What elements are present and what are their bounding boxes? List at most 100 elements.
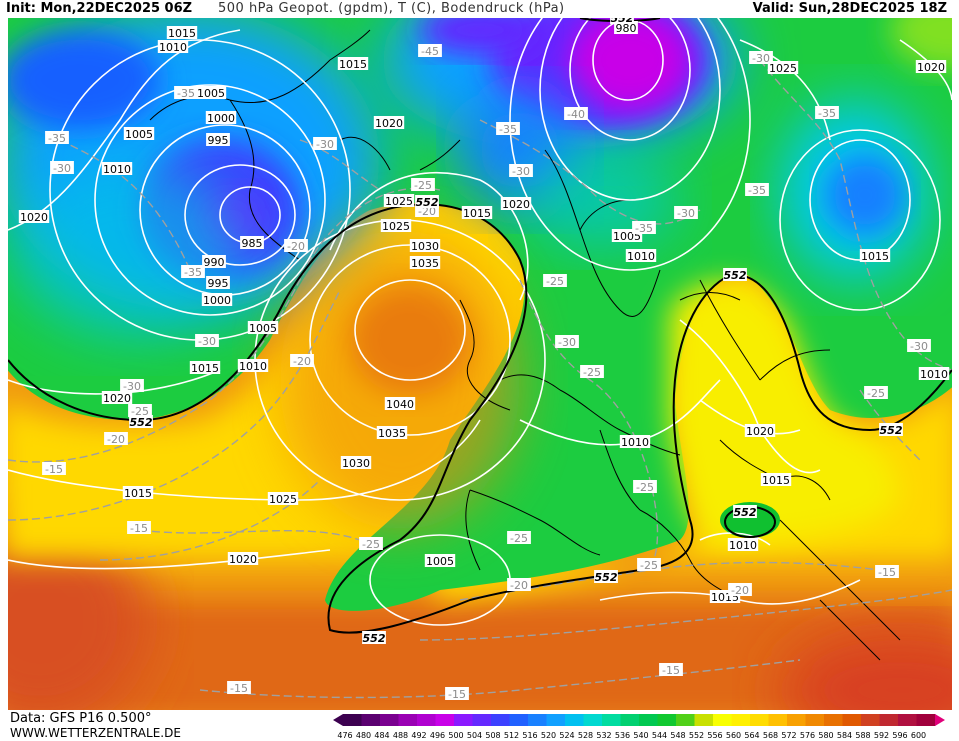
temperature-label-text: -15 bbox=[448, 688, 466, 701]
legend-swatch bbox=[916, 714, 936, 726]
temperature-label: -15 bbox=[445, 687, 469, 701]
isobar-label-text: 1010 bbox=[159, 41, 187, 54]
isobar-label-text: 1005 bbox=[249, 322, 277, 335]
isobar-label: 1020 bbox=[101, 391, 133, 405]
temperature-label: -30 bbox=[50, 161, 74, 175]
temperature-label-text: -25 bbox=[414, 179, 432, 192]
temperature-label-text: -35 bbox=[184, 266, 202, 279]
isobar-label: 1020 bbox=[227, 552, 259, 566]
temperature-label-text: -30 bbox=[123, 380, 141, 393]
temperature-label: -30 bbox=[313, 137, 337, 151]
temperature-label-text: -30 bbox=[316, 138, 334, 151]
legend-tick-label: 512 bbox=[504, 731, 519, 740]
legend-tick-label: 480 bbox=[356, 731, 371, 740]
legend-swatch bbox=[565, 714, 584, 726]
temperature-label: -35 bbox=[745, 183, 769, 197]
temperature-label: -25 bbox=[543, 274, 567, 288]
isobar-label: 1025 bbox=[767, 61, 799, 75]
legend-tick-label: 576 bbox=[800, 731, 815, 740]
isobar-label: 1005 bbox=[424, 554, 456, 568]
isobar-label-text: 990 bbox=[204, 256, 225, 269]
temperature-label: -30 bbox=[120, 379, 144, 393]
isobar-label: 1020 bbox=[18, 210, 50, 224]
legend-tick-label: 532 bbox=[596, 731, 611, 740]
map-title: 500 hPa Geopot. (gpdm), T (C), Bodendruc… bbox=[218, 1, 565, 16]
temperature-label-text: -25 bbox=[362, 538, 380, 551]
temperature-label-text: -15 bbox=[878, 566, 896, 579]
geopotential-label: 552 bbox=[879, 423, 903, 437]
legend-ticks: 476 480 484 488 492 496 500 504 508 512 516 520 524 5… bbox=[337, 731, 926, 740]
temperature-label-text: -30 bbox=[558, 336, 576, 349]
isobar-label: 1030 bbox=[409, 239, 441, 253]
isobar-label: 1010 bbox=[619, 435, 651, 449]
temperature-labels: -45 -35 -35 -30 -30 -35 -40 -30 -30 -35 -35 -30 -35 -… bbox=[42, 44, 931, 701]
legend-tick-label: 504 bbox=[467, 731, 482, 740]
temperature-label-text: -35 bbox=[635, 222, 653, 235]
temperature-label-text: -20 bbox=[293, 355, 311, 368]
isobar-label: 1020 bbox=[500, 197, 532, 211]
geopotential-label-text: 552 bbox=[416, 196, 439, 209]
legend-tick-label: 496 bbox=[430, 731, 445, 740]
temperature-label: -20 bbox=[104, 432, 128, 446]
isobar-label-text: 995 bbox=[208, 277, 229, 290]
isobar-label-text: 980 bbox=[616, 22, 637, 35]
isobar-label-text: 1000 bbox=[207, 112, 235, 125]
isobar-label: 1005 bbox=[195, 86, 227, 100]
geopotential-label-text: 552 bbox=[734, 506, 757, 519]
legend-swatch bbox=[380, 714, 399, 726]
isobar-label: 1010 bbox=[625, 249, 657, 263]
legend-tick-label: 596 bbox=[892, 731, 907, 740]
legend-arrow-left bbox=[333, 714, 343, 726]
temperature-label-text: -25 bbox=[510, 532, 528, 545]
geopotential-label-text: 552 bbox=[595, 571, 618, 584]
isobar-label: 1015 bbox=[122, 486, 154, 500]
temperature-label: -20 bbox=[290, 354, 314, 368]
temperature-label-text: -15 bbox=[230, 682, 248, 695]
init-time: Init: Mon,22DEC2025 06Z bbox=[6, 1, 193, 16]
temperature-label-text: -25 bbox=[636, 481, 654, 494]
isobar-label: 1020 bbox=[744, 424, 776, 438]
isobar-label: 1030 bbox=[340, 456, 372, 470]
legend-swatch bbox=[657, 714, 677, 726]
isobar-label: 1010 bbox=[918, 367, 950, 381]
isobar-label-text: 1025 bbox=[269, 493, 297, 506]
isobar-label-text: 1015 bbox=[463, 207, 491, 220]
isobar-label: 1015 bbox=[461, 206, 493, 220]
legend-swatch bbox=[343, 714, 362, 726]
isobar-label: 1020 bbox=[373, 116, 405, 130]
map-header: Init: Mon,22DEC2025 06Z 500 hPa Geopot. … bbox=[0, 0, 959, 18]
temperature-label: -20 bbox=[728, 583, 752, 597]
temperature-label: -25 bbox=[637, 558, 661, 572]
temperature-label: -45 bbox=[418, 44, 442, 58]
isobar-label-text: 1010 bbox=[627, 250, 655, 263]
isobar-label: 1005 bbox=[247, 321, 279, 335]
geopotential-label-text: 552 bbox=[724, 269, 747, 282]
temperature-label-text: -35 bbox=[48, 132, 66, 145]
temperature-label: -30 bbox=[749, 51, 773, 65]
legend-tick-label: 560 bbox=[726, 731, 741, 740]
legend-swatch bbox=[602, 714, 621, 726]
legend-swatch bbox=[898, 714, 917, 726]
legend-tick-label: 544 bbox=[652, 731, 667, 740]
geopotential-labels: 552 552 552 552 552 552 552 552 bbox=[129, 18, 903, 645]
temperature-label: -35 bbox=[815, 106, 839, 120]
temperature-label-text: -25 bbox=[867, 387, 885, 400]
temperature-label: -25 bbox=[864, 386, 888, 400]
legend-swatch bbox=[824, 714, 843, 726]
isobar-label-text: 1025 bbox=[385, 195, 413, 208]
legend-swatch bbox=[546, 714, 566, 726]
isobar-label: 1010 bbox=[101, 162, 133, 176]
temperature-label: -15 bbox=[227, 681, 251, 695]
temperature-label-text: -20 bbox=[731, 584, 749, 597]
isobar-label: 1010 bbox=[157, 40, 189, 54]
legend-swatch bbox=[417, 714, 436, 726]
legend-tick-label: 508 bbox=[485, 731, 500, 740]
temperature-label: -20 bbox=[507, 578, 531, 592]
temperature-label-text: -40 bbox=[567, 108, 585, 121]
geopotential-label: 552 bbox=[723, 268, 747, 282]
legend-tick-label: 492 bbox=[411, 731, 426, 740]
isobar-label-text: 1015 bbox=[168, 27, 196, 40]
isobar-label: 1040 bbox=[384, 397, 416, 411]
